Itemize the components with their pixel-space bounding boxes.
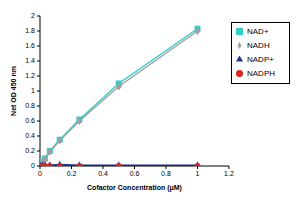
svg-text:0.2: 0.2	[25, 147, 35, 154]
svg-text:Cofactor Concentration (μM): Cofactor Concentration (μM)	[87, 184, 182, 192]
html-text:NADH: NADH	[247, 41, 270, 50]
svg-text:2: 2	[31, 12, 35, 19]
svg-text:1.6: 1.6	[25, 42, 35, 49]
svg-text:1: 1	[31, 87, 35, 94]
svg-text:0.8: 0.8	[161, 170, 171, 177]
svg-text:1.4: 1.4	[25, 57, 35, 64]
svg-text:1.2: 1.2	[224, 170, 234, 177]
html-text:NAD+: NAD+	[247, 27, 269, 36]
svg-text:0: 0	[31, 162, 35, 169]
svg-text:0.8: 0.8	[25, 102, 35, 109]
svg-text:1: 1	[196, 170, 200, 177]
svg-text:0.4: 0.4	[98, 170, 108, 177]
svg-text:0.2: 0.2	[67, 170, 77, 177]
html-text:NADPH: NADPH	[247, 69, 275, 78]
svg-text:0.6: 0.6	[130, 170, 140, 177]
html-text:NADP+: NADP+	[247, 55, 274, 64]
svg-text:0: 0	[38, 170, 42, 177]
svg-text:Net OD 450 nm: Net OD 450 nm	[10, 66, 17, 116]
svg-text:1.8: 1.8	[25, 27, 35, 34]
svg-text:1.2: 1.2	[25, 72, 35, 79]
svg-text:0.4: 0.4	[25, 132, 35, 139]
svg-text:0.6: 0.6	[25, 117, 35, 124]
